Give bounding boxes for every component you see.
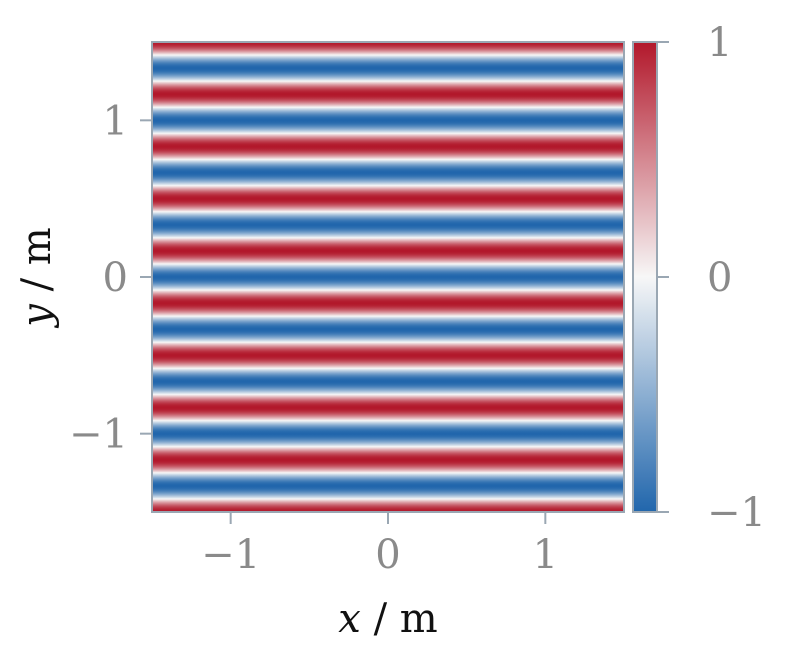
- x-tick-label: 0: [375, 532, 400, 578]
- colorbar-tick-label: 1: [707, 20, 732, 66]
- colorbar-tick-label: 0: [707, 255, 732, 301]
- y-tick-label: 1: [103, 98, 128, 144]
- y-tick-label: −1: [69, 412, 128, 458]
- x-tick-label: −1: [201, 532, 260, 578]
- heatmap-plot: [151, 41, 625, 513]
- x-axis-label-var: x: [338, 596, 361, 642]
- y-axis-label-var: y: [14, 303, 60, 329]
- colorbar-bar: [633, 42, 657, 512]
- y-tick-label: 0: [103, 255, 128, 301]
- x-axis-label: x / m: [338, 596, 437, 642]
- x-tick-label: 1: [533, 532, 558, 578]
- colorbar: −1 0 1: [632, 20, 766, 536]
- colorbar-ticks: −1 0 1: [657, 20, 766, 536]
- y-axis-label: y / m: [14, 227, 60, 328]
- colorbar-tick-label: −1: [707, 490, 766, 536]
- x-axis-label-unit: / m: [361, 596, 438, 642]
- y-axis: −1 0 1: [69, 98, 152, 458]
- y-axis-label-unit: / m: [14, 227, 60, 304]
- x-axis: −1 0 1: [201, 512, 558, 578]
- heatmap-image: [152, 42, 624, 512]
